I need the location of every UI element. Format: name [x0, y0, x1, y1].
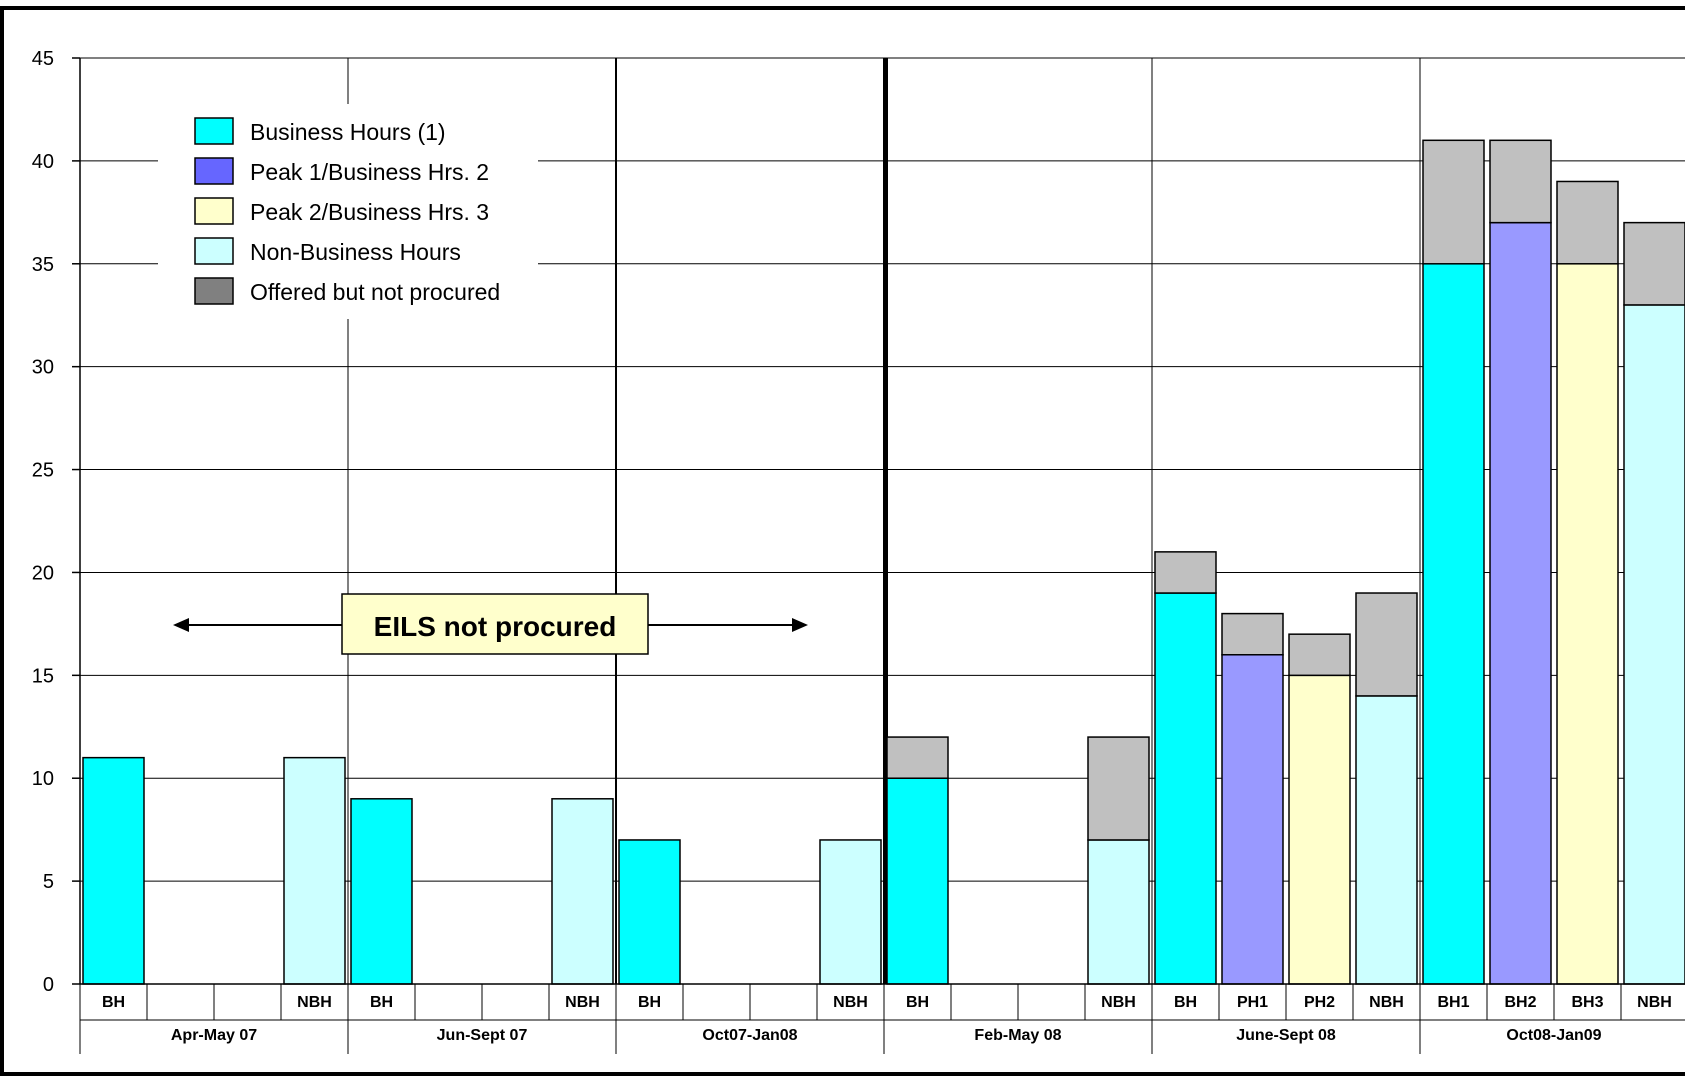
- bar-segment: [1624, 223, 1685, 305]
- bar-segment: [1490, 223, 1551, 984]
- bar-segment: [83, 758, 144, 984]
- y-tick-label: 25: [32, 460, 54, 482]
- x-category-label: NBH: [1637, 994, 1672, 1011]
- bar-segment: [887, 737, 948, 778]
- bar-segment: [1490, 140, 1551, 222]
- bar-segment: [1624, 305, 1685, 984]
- x-category-label: NBH: [1101, 994, 1136, 1011]
- annotation-label: EILS not procured: [374, 611, 617, 642]
- y-tick-label: 30: [32, 357, 54, 379]
- x-category-label: BH: [1174, 994, 1197, 1011]
- x-category-label: BH1: [1437, 994, 1469, 1011]
- bar-segment: [619, 840, 680, 984]
- x-category-label: BH: [102, 994, 125, 1011]
- x-group-label: Oct08-Jan09: [1506, 1027, 1601, 1044]
- bar-segment: [1557, 264, 1618, 984]
- legend-label: Peak 1/Business Hrs. 2: [250, 159, 489, 185]
- bar-segment: [1356, 696, 1417, 984]
- x-group-label: Jun-Sept 07: [437, 1027, 528, 1044]
- bar-segment: [1222, 614, 1283, 655]
- x-group-label: Oct07-Jan08: [702, 1027, 797, 1044]
- legend-label: Peak 2/Business Hrs. 3: [250, 199, 489, 225]
- bar-segment: [1155, 593, 1216, 984]
- x-category-label: PH1: [1237, 994, 1268, 1011]
- x-category-label: NBH: [833, 994, 868, 1011]
- bar-segment: [887, 778, 948, 984]
- y-tick-label: 20: [32, 562, 54, 584]
- x-category-label: NBH: [565, 994, 600, 1011]
- x-category-label: BH: [370, 994, 393, 1011]
- y-tick-label: 15: [32, 665, 54, 687]
- x-category-label: NBH: [1369, 994, 1404, 1011]
- x-category-label: BH: [638, 994, 661, 1011]
- bar-segment: [1423, 140, 1484, 263]
- bar-segment: [1423, 264, 1484, 984]
- x-group-label: Feb-May 08: [974, 1027, 1061, 1044]
- x-category-label: PH2: [1304, 994, 1335, 1011]
- legend-swatch: [195, 158, 233, 184]
- legend-label: Offered but not procured: [250, 279, 500, 305]
- bar-segment: [284, 758, 345, 984]
- y-tick-label: 0: [43, 974, 54, 996]
- y-tick-label: 45: [32, 48, 54, 70]
- bar-segment: [1557, 181, 1618, 263]
- x-category-label: BH: [906, 994, 929, 1011]
- bar-segment: [1088, 840, 1149, 984]
- x-group-label: Apr-May 07: [171, 1027, 257, 1044]
- y-tick-label: 5: [43, 871, 54, 893]
- legend-swatch: [195, 278, 233, 304]
- legend-label: Non-Business Hours: [250, 239, 461, 265]
- legend-swatch: [195, 238, 233, 264]
- x-category-label: BH2: [1504, 994, 1536, 1011]
- y-tick-label: 10: [32, 768, 54, 790]
- y-tick-label: 40: [32, 151, 54, 173]
- bar-segment: [351, 799, 412, 984]
- legend-swatch: [195, 118, 233, 144]
- x-category-label: BH3: [1571, 994, 1603, 1011]
- bar-segment: [1356, 593, 1417, 696]
- bar-segment: [1155, 552, 1216, 593]
- legend-label: Business Hours (1): [250, 119, 446, 145]
- bar-segment: [1289, 675, 1350, 984]
- bar-segment: [1289, 634, 1350, 675]
- y-tick-label: 35: [32, 254, 54, 276]
- bar-segment: [820, 840, 881, 984]
- legend-swatch: [195, 198, 233, 224]
- x-group-label: June-Sept 08: [1236, 1027, 1336, 1044]
- bar-segment: [1222, 655, 1283, 984]
- x-category-label: NBH: [297, 994, 332, 1011]
- bar-segment: [1088, 737, 1149, 840]
- bar-segment: [552, 799, 613, 984]
